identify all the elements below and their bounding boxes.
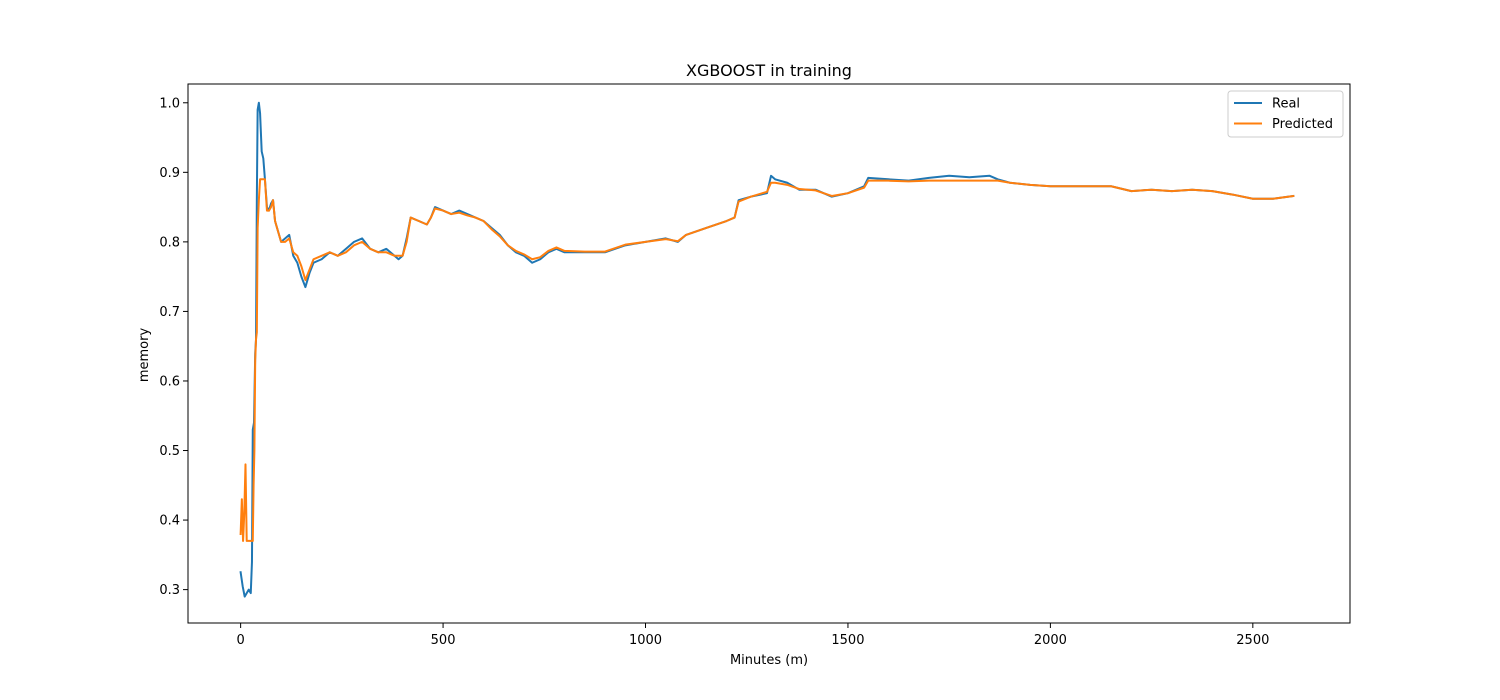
y-tick-label: 0.3 (159, 583, 180, 598)
x-axis: 0 500 1000 1500 2000 2500 (236, 623, 1269, 648)
x-axis-title: Minutes (m) (730, 653, 808, 668)
y-tick-label: 0.5 (159, 444, 180, 459)
chart-title: XGBOOST in training (686, 61, 852, 80)
y-tick-label: 0.8 (159, 235, 180, 250)
x-tick-label: 1500 (831, 633, 864, 648)
x-tick-label: 1000 (629, 633, 662, 648)
y-tick-label: 1.0 (159, 96, 180, 111)
plot-frame (187, 83, 1351, 624)
x-tick-label: 2500 (1236, 633, 1269, 648)
y-tick-label: 0.9 (159, 166, 180, 181)
y-axis: 0.3 0.4 0.5 0.6 0.7 0.8 0.9 1.0 (159, 96, 188, 598)
y-axis-title: memory (137, 328, 152, 383)
y-tick-label: 0.6 (159, 374, 180, 389)
x-tick-label: 2000 (1034, 633, 1067, 648)
x-tick-label: 500 (431, 633, 456, 648)
y-tick-label: 0.4 (159, 514, 180, 529)
legend-label-predicted: Predicted (1272, 117, 1333, 132)
legend: Real Predicted (1227, 90, 1344, 138)
series-line-real (239, 101, 1295, 598)
y-tick-label: 0.7 (159, 305, 180, 320)
x-tick-label: 0 (236, 633, 244, 648)
legend-label-real: Real (1272, 97, 1300, 112)
plot-area (187, 83, 1351, 624)
series-line-predicted (239, 178, 1295, 542)
